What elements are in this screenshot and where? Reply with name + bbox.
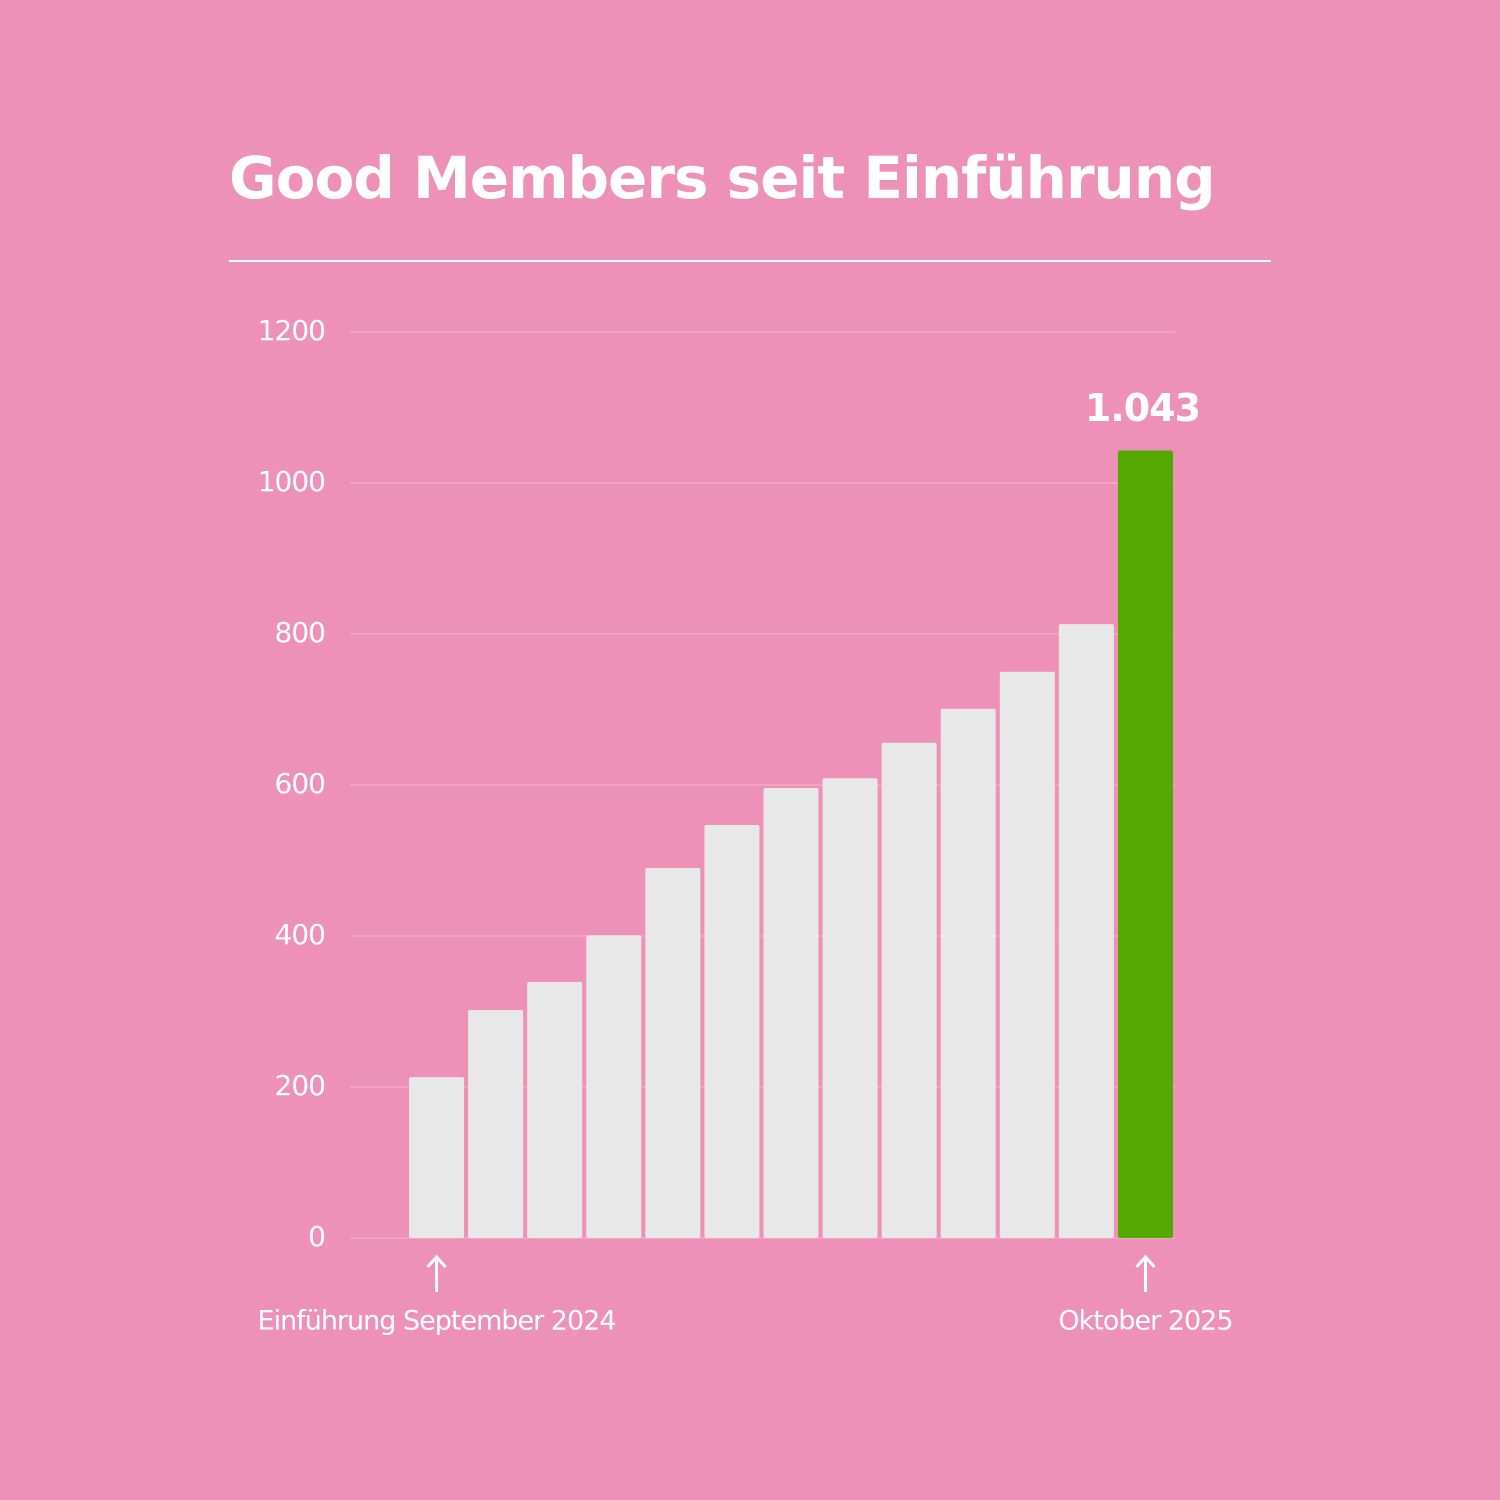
y-tick-label: 800 [275, 616, 325, 649]
y-tick-label: 400 [275, 918, 325, 951]
bar [645, 868, 701, 1238]
bar [822, 778, 878, 1238]
y-tick-label: 200 [275, 1069, 325, 1102]
y-tick-label: 1200 [258, 314, 325, 347]
bar [468, 1009, 524, 1238]
bar [1117, 450, 1173, 1238]
bar [527, 982, 583, 1238]
bar [1058, 624, 1114, 1238]
bar [999, 671, 1055, 1238]
bar [704, 825, 760, 1238]
x-tick-label: Einführung September 2024 [258, 1306, 616, 1337]
arrow-head [426, 1254, 447, 1269]
value-label: 1.043 [1085, 386, 1200, 430]
y-tick-label: 0 [308, 1220, 325, 1253]
x-tick-label: Oktober 2025 [1058, 1306, 1232, 1337]
bar [763, 788, 819, 1238]
y-tick-label: 600 [275, 767, 325, 800]
bar [586, 935, 642, 1238]
bar [881, 742, 937, 1238]
arrow-head [1135, 1254, 1156, 1269]
bar [940, 708, 996, 1238]
y-tick-label: 1000 [258, 465, 325, 498]
chart-title: Good Members seit Einführung [229, 144, 1215, 212]
bar [409, 1077, 465, 1238]
